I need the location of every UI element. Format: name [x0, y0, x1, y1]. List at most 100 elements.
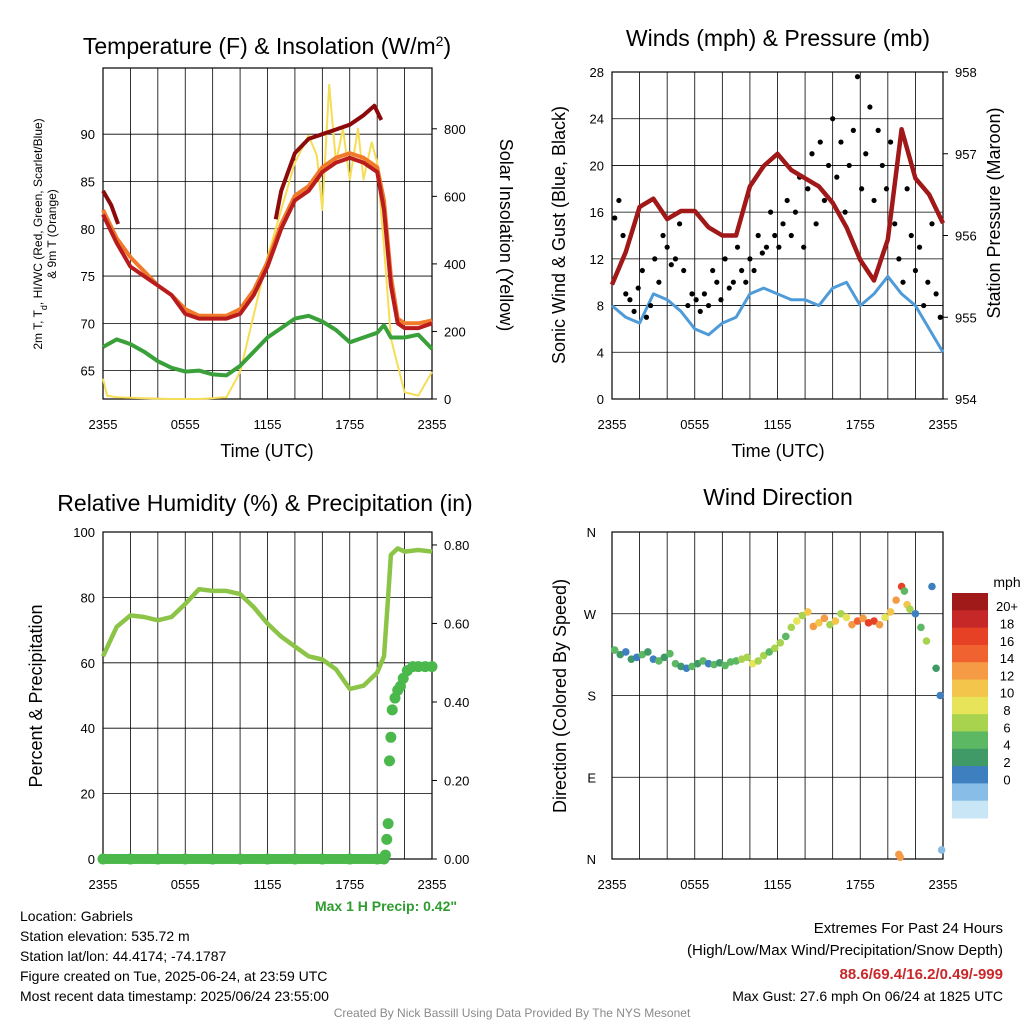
wind-gust-point — [689, 291, 695, 297]
wind-gust-point — [933, 291, 939, 297]
temp-series-line — [101, 189, 120, 225]
temp-series-line — [273, 103, 384, 220]
wind-gust-point — [908, 232, 914, 239]
station-elevation: Station elevation: 535.72 m — [20, 928, 190, 944]
temp-ytick-label: 65 — [81, 364, 95, 379]
wind-gust-point — [784, 197, 790, 204]
wind-gust-point — [668, 262, 674, 268]
dir-legend-label: 18 — [1000, 616, 1014, 631]
dir-point — [655, 657, 663, 665]
wind-gust-point — [788, 232, 794, 239]
rh-y2tick-label: 0.60 — [444, 616, 469, 631]
dir-point — [881, 613, 889, 622]
temp-y2tick-label: 600 — [444, 189, 466, 204]
dir-ytick-label: N — [587, 852, 596, 867]
wind-gust-point — [672, 256, 679, 262]
precip-point — [384, 755, 396, 767]
dir-point — [781, 632, 790, 641]
dir-point — [900, 587, 909, 595]
rh-xtick-label: 2355 — [418, 877, 447, 892]
wind-plot: 0 4 8 12 16 20 24 28 954 955 956 957 958 2355 0555 1155… — [590, 65, 977, 432]
wind-gust-point — [643, 314, 650, 320]
temp-panel-title: Temperature (F) & Insolation (W/m2) — [83, 33, 451, 59]
wind-y2tick-label: 958 — [955, 65, 977, 80]
wind-frame — [611, 71, 944, 400]
wind-gust-point — [904, 186, 910, 192]
wind-gust-point — [912, 267, 919, 274]
dir-point — [932, 664, 940, 673]
dir-point — [911, 609, 920, 618]
wind-ylabel: Sonic Wind & Gust (Blue, Black) — [549, 106, 569, 364]
temp-y2tick-label: 0 — [444, 392, 451, 407]
precip-point — [385, 731, 397, 743]
wind-xtick-label: 0555 — [680, 417, 709, 432]
wind-gust-point — [714, 279, 720, 285]
rh-ylabel: Percent & Precipitation — [26, 604, 46, 787]
wind-gust-point — [676, 221, 683, 227]
wind-gust-point — [705, 302, 712, 309]
dir-xtick-label: 0555 — [680, 877, 709, 892]
dir-legend-label: 0 — [1003, 772, 1010, 787]
wind-gust-point — [838, 139, 844, 145]
wind-gust-point — [883, 186, 890, 192]
dir-point — [621, 648, 630, 656]
wind-gust-point — [685, 302, 691, 309]
figure-created: Figure created on Tue, 2025-06-24, at 23… — [20, 968, 328, 984]
precip-point — [316, 853, 328, 865]
wind-ytick-label: 8 — [597, 299, 604, 314]
dir-xtick-label: 2355 — [598, 877, 627, 892]
recent-timestamp: Most recent data timestamp: 2025/06/24 2… — [20, 988, 329, 1004]
wind-gust-point — [747, 256, 753, 262]
dir-point — [765, 648, 774, 656]
temp-ytick-label: 70 — [81, 316, 95, 331]
dir-legend-swatch — [952, 679, 988, 698]
dir-ytick-label: N — [587, 525, 596, 540]
dir-legend-swatch — [952, 627, 988, 646]
rh-line — [100, 546, 433, 692]
wind-gust-point — [859, 186, 865, 192]
dir-point — [870, 617, 878, 625]
precip-point — [382, 818, 394, 830]
dir-point — [610, 646, 619, 654]
dir-legend-swatch — [952, 662, 988, 681]
extremes-line2: (High/Low/Max Wind/Precipitation/Snow De… — [687, 942, 1003, 959]
temp-ytick-label: 75 — [81, 269, 95, 284]
dir-legend-swatch — [952, 610, 988, 629]
wind-gust-point — [631, 308, 637, 315]
dir-point — [859, 614, 867, 623]
station-latlon: Station lat/lon: 44.4174; -74.1787 — [20, 948, 227, 964]
wind-gust-point — [921, 302, 927, 309]
wind-gust-point — [718, 297, 724, 303]
rh-plot: 0 20 40 60 80 100 0.00 0.20 0.40 0.60 0.80 2355 0555… — [73, 525, 469, 892]
temp-y2tick-label: 400 — [444, 257, 466, 272]
wind-gust-point — [620, 232, 626, 239]
temp-y2tick-label: 200 — [444, 324, 466, 339]
wind-gust-point — [879, 162, 885, 169]
dir-point — [759, 651, 768, 660]
wind-gust-point — [780, 221, 786, 227]
wind-gust-point — [710, 267, 716, 274]
dir-point — [660, 653, 669, 662]
wind-ytick-label: 20 — [590, 158, 604, 173]
wind-gust-point — [627, 297, 633, 303]
precip-point — [179, 853, 191, 865]
precip-point — [381, 833, 393, 845]
dir-xtick-label: 1155 — [764, 877, 792, 892]
pressure-line — [609, 126, 946, 286]
rh-y2tick-label: 0.40 — [444, 695, 469, 710]
wind-gust-point — [726, 285, 732, 291]
temp-y2tick-label: 800 — [444, 122, 466, 137]
temp-series-line — [102, 313, 434, 378]
wind-gust-point — [842, 209, 848, 215]
dir-speed-legend: 20+ 18 16 14 12 10 8 6 4 2 0 — [952, 593, 1018, 819]
wind-gust-point — [846, 162, 852, 169]
dir-legend-swatch — [952, 800, 988, 819]
dir-xtick-label: 2355 — [929, 877, 958, 892]
wind-xlabel: Time (UTC) — [731, 441, 824, 461]
wind-y2tick-label: 954 — [955, 392, 977, 407]
dir-point — [842, 613, 851, 622]
temp-ytick-label: 90 — [81, 127, 95, 142]
wind-panel-title: Winds (mph) & Pressure (mb) — [626, 25, 930, 51]
wind-gust-point — [896, 256, 902, 262]
dir-point — [721, 661, 729, 670]
